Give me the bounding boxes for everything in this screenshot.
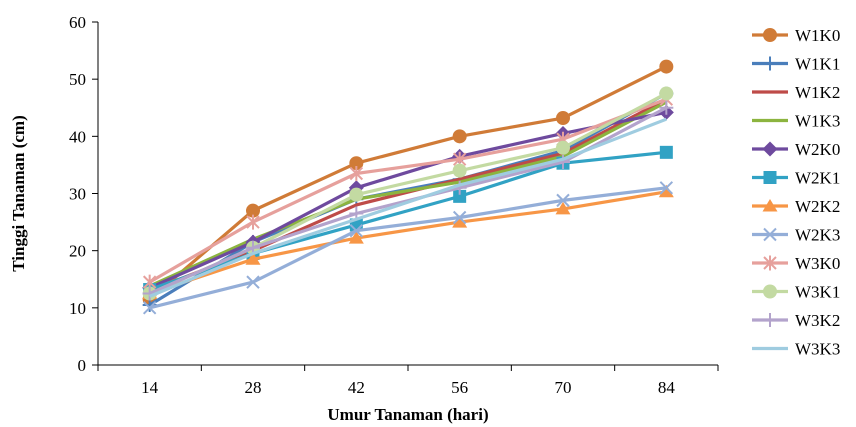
data-point-w3k0	[246, 214, 260, 230]
series-w2k1	[143, 145, 673, 297]
legend-marker-w2k1	[763, 171, 777, 184]
data-point-w3k1	[349, 187, 364, 202]
data-point-w3k1	[659, 86, 674, 101]
legend-item-w2k3: W2K3	[752, 226, 840, 245]
legend-label-w1k2: W1K2	[795, 83, 840, 102]
legend-marker-w2k3	[763, 227, 777, 242]
data-point-w2k3	[349, 223, 364, 238]
data-point-w2k1	[453, 189, 467, 203]
y-tick-label: 0	[78, 356, 87, 375]
data-point-w2k2	[452, 215, 468, 228]
y-tick-label: 30	[69, 185, 86, 204]
legend-marker-w2k0	[762, 141, 778, 157]
data-point-w1k0	[349, 156, 364, 171]
series-layer	[142, 59, 674, 315]
series-line-w1k0	[148, 65, 668, 301]
x-tick-label: 42	[348, 378, 365, 397]
y-axis-title: Tinggi Tanaman (cm)	[9, 115, 28, 272]
data-point-w1k0	[659, 59, 674, 74]
x-axis-title: Umur Tanaman (hari)	[327, 405, 488, 424]
legend-label-w1k0: W1K0	[795, 26, 840, 45]
legend-label-w3k3: W3K3	[795, 340, 840, 359]
data-point-w1k0	[452, 129, 467, 144]
data-point-w2k3	[659, 181, 674, 195]
data-point-w2k1	[659, 145, 673, 159]
y-tick-label: 10	[69, 299, 86, 318]
legend-marker-w2k2	[762, 199, 778, 212]
x-tick-label: 28	[245, 378, 262, 397]
x-tick-label: 84	[658, 378, 676, 397]
data-point-w2k2	[555, 201, 571, 215]
series-line-w2k2	[149, 190, 667, 296]
data-point-w2k2	[348, 231, 364, 244]
legend-label-w2k3: W2K3	[795, 226, 840, 245]
data-point-w2k2	[658, 184, 674, 198]
data-point-w3k1	[452, 163, 467, 178]
x-tick-label: 70	[555, 378, 572, 397]
legend-label-w3k2: W3K2	[795, 311, 840, 330]
series-w3k3	[149, 117, 667, 298]
data-point-w1k0	[556, 111, 570, 126]
data-point-w2k3	[556, 193, 570, 208]
data-point-w2k3	[142, 301, 157, 315]
legend-label-w3k0: W3K0	[795, 254, 840, 273]
legend-item-w1k3: W1K3	[752, 112, 840, 131]
data-point-w3k2	[556, 155, 570, 170]
x-tick-label: 56	[451, 378, 468, 397]
series-line-w3k0	[148, 97, 667, 284]
legend-item-w1k2: W1K2	[752, 83, 840, 102]
legend-label-w1k1: W1K1	[795, 55, 840, 74]
series-line-w2k3	[149, 186, 667, 310]
axes: 0 10 20 30 40 50 60 14 28 42 56 70 84	[69, 13, 719, 397]
legend-item-w2k2: W2K2	[752, 197, 840, 216]
series-w1k3	[149, 100, 668, 288]
data-point-w3k1	[556, 140, 570, 155]
y-tick-label: 60	[69, 13, 86, 32]
data-point-w2k3	[246, 275, 260, 289]
legend-label-w2k1: W2K1	[795, 169, 840, 188]
legend-marker-w3k0	[763, 255, 777, 271]
data-point-w3k2	[659, 100, 674, 115]
series-line-w3k3	[149, 117, 667, 298]
legend-label-w1k3: W1K3	[795, 112, 840, 131]
legend-marker-w1k0	[763, 28, 777, 42]
legend-item-w3k3: W3K3	[752, 340, 840, 359]
legend-item-w1k1: W1K1	[752, 55, 840, 74]
series-line-w1k3	[149, 100, 668, 288]
y-tick-label: 40	[69, 127, 86, 146]
legend-item-w3k0: W3K0	[752, 254, 840, 273]
legend-item-w1k0: W1K0	[752, 26, 840, 45]
y-tick-label: 50	[69, 70, 86, 89]
legend-label-w2k0: W2K0	[795, 140, 840, 159]
y-tick-label: 20	[69, 242, 86, 261]
series-line-w2k0	[149, 110, 667, 290]
data-point-w2k2	[245, 252, 261, 265]
legend-marker-w3k1	[763, 284, 777, 299]
data-point-w3k0	[349, 165, 364, 181]
legend: W1K0 W1K1 W1K2 W1K3 W2K0 W2K1 W2K2 W2K3 W3K0 W3K1…	[752, 26, 840, 359]
data-point-w1k0	[246, 203, 260, 218]
legend-item-w2k1: W2K1	[752, 169, 840, 188]
legend-item-w2k0: W2K0	[752, 140, 840, 159]
data-point-w2k3	[452, 210, 467, 225]
legend-item-w3k2: W3K2	[752, 311, 840, 330]
legend-item-w3k1: W3K1	[752, 283, 840, 302]
legend-label-w2k2: W2K2	[795, 197, 840, 216]
legend-marker-w3k2	[763, 313, 777, 327]
legend-marker-w1k1	[763, 56, 777, 71]
x-tick-label: 14	[141, 378, 159, 397]
legend-label-w3k1: W3K1	[795, 283, 840, 302]
series-w2k3	[142, 181, 674, 315]
